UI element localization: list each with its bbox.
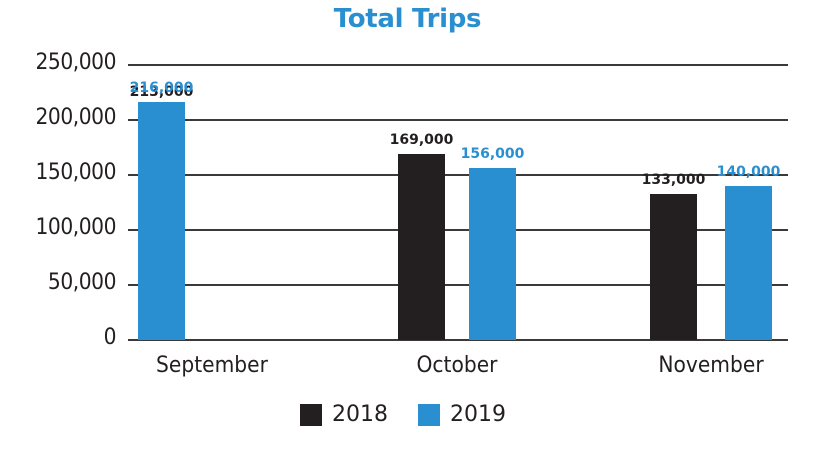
y-tick-label: 50,000: [47, 270, 117, 295]
legend-item-2019: 2019: [418, 402, 506, 427]
bar-november-2019: [725, 186, 772, 340]
legend-swatch-2019: [418, 403, 440, 426]
y-tick-label: 0: [103, 325, 117, 350]
legend-item-2018: 2018: [300, 402, 388, 427]
bar-value-label: 169,000: [389, 132, 454, 149]
bar-september-2019: [138, 102, 185, 340]
y-tick-label: 250,000: [35, 50, 117, 75]
bar-value-label: 133,000: [641, 171, 706, 188]
bar-november-2018: [650, 193, 697, 340]
bar-october-2019: [469, 168, 516, 340]
legend-label-2019: 2019: [450, 402, 506, 427]
gridline: [128, 119, 788, 121]
legend: 2018 2019: [300, 402, 536, 427]
bar-value-label: 140,000: [716, 164, 781, 180]
bar-value-label: 156,000: [460, 146, 525, 163]
legend-swatch-2018: [300, 403, 322, 426]
gridline: [128, 339, 788, 341]
bar-october-2018: [398, 154, 445, 340]
chart-title: Total Trips: [333, 4, 482, 34]
gridline: [128, 284, 788, 286]
y-tick-label: 100,000: [35, 215, 117, 240]
x-tick-label: October: [416, 353, 498, 378]
bar-value-label: 216,000: [129, 80, 194, 97]
gridline: [128, 64, 788, 66]
y-tick-label: 150,000: [35, 160, 117, 185]
x-tick-label: November: [658, 353, 764, 378]
gridline: [128, 229, 788, 231]
bar-value-label: 213,000: [129, 83, 194, 100]
x-tick-label: September: [156, 353, 268, 378]
gridline: [128, 174, 788, 176]
legend-label-2018: 2018: [332, 402, 388, 427]
y-tick-label: 200,000: [35, 105, 117, 130]
